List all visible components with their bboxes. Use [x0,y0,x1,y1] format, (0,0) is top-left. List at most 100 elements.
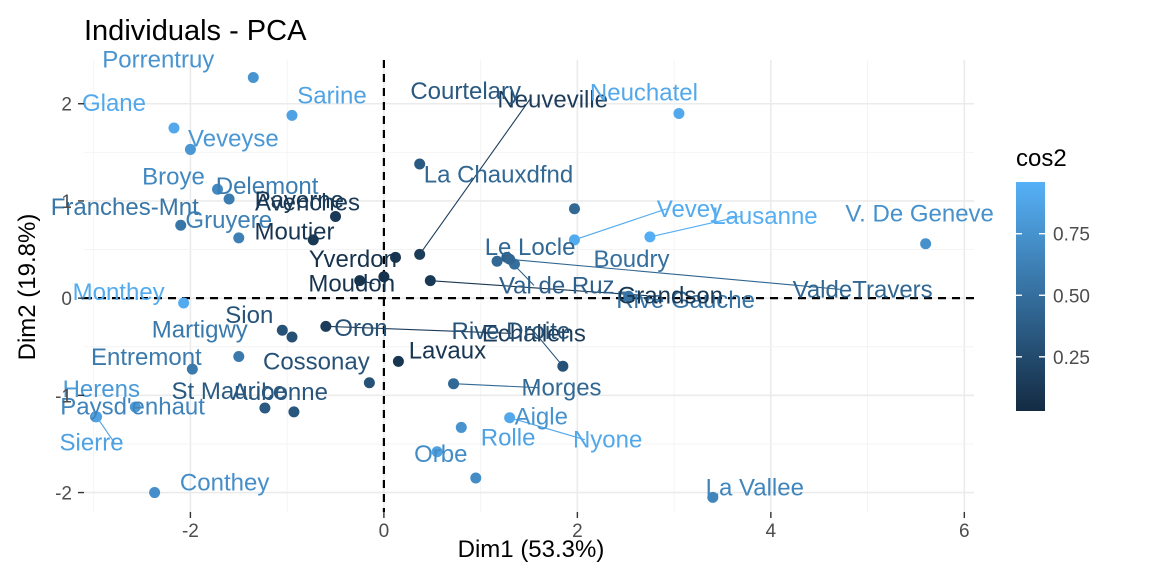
reference-lines [84,60,974,512]
point-label: Payerne [255,187,344,214]
point-label: Sierre [60,430,124,457]
x-axis-ticks: -2 0 2 4 6 [182,512,970,542]
point-label: Echallens [482,320,586,347]
point-label: Lausanne [712,203,817,230]
data-point [184,143,196,155]
point-label: Le Locle [485,234,576,261]
x-tick-label: 4 [766,521,777,542]
point-label: Yverdon [309,246,397,273]
point-label: Sarine [297,82,366,109]
point-label: Rive Droite [452,318,571,345]
data-point [707,491,719,503]
data-point [414,248,426,260]
point-label: Delemont [216,173,319,200]
point-label: Martigwy [152,316,248,343]
data-point [378,271,390,283]
data-point [149,487,161,499]
data-point [233,350,245,362]
y-tick-label: -1 [55,386,72,407]
leader-line [649,215,743,238]
legend-tick-label: 0.25 [1053,348,1090,369]
point-label: St Maurice [172,378,287,405]
point-label: Veveyse [188,125,279,152]
legend-title: cos2 [1016,145,1067,172]
point-label: Moutier [254,218,334,245]
x-tick-label: 0 [379,521,390,542]
point-label: Franches-Mnt [51,194,199,221]
legend-ticks: 0.25 0.50 0.75 [1016,225,1090,369]
data-point [223,193,235,205]
y-axis-ticks: -2 -1 0 1 2 [55,95,84,505]
point-label: Boudry [593,246,669,273]
data-point [175,219,187,231]
data-point [455,421,467,433]
data-points [90,71,932,503]
point-label: Moudon [308,271,395,298]
data-point [623,290,635,302]
data-point [504,253,516,265]
x-axis-title: Dim1 (53.3%) [458,536,605,563]
chart-title: Individuals - PCA [84,15,307,47]
leader-line [509,258,840,290]
leader-line [325,325,512,334]
color-legend: cos2 0.25 0.50 0.75 [1016,145,1090,411]
point-label: ValdeTravers [793,276,933,303]
point-label: Rive Gauche [616,287,755,314]
point-label: Broye [142,163,205,190]
leader-line [430,280,648,297]
data-point [276,324,288,336]
data-point [354,275,366,287]
data-point [330,210,342,222]
data-point [233,232,245,244]
leader-line [509,417,586,441]
point-label: Sion [225,302,273,329]
grid [84,60,974,512]
point-label: Courtelary [410,78,521,105]
point-label: Conthey [180,470,269,497]
data-point [212,183,223,195]
point-label: Entremont [91,344,202,371]
y-axis-title: Dim2 (19.8%) [14,214,41,361]
leader-line [533,330,564,367]
point-label: Neuveville [497,86,608,113]
data-point [91,411,103,423]
leader-line [628,295,663,301]
data-point [414,158,426,170]
data-point [363,377,375,389]
point-label: La Chauxdfnd [424,162,573,189]
data-point [491,255,503,267]
point-label: Gruyere [185,207,272,234]
data-point [644,231,656,243]
data-point [320,320,332,332]
data-point [307,234,319,246]
data-point [286,109,298,121]
point-labels: Porrentruy Sarine Glane Veveyse Broye Delemon… [51,46,994,501]
data-point [431,446,443,458]
point-label: Aigle [515,403,568,430]
point-label: Nyone [573,427,642,454]
data-point [557,360,569,372]
point-label: Herens [63,376,140,403]
point-label: Neuchatel [590,79,698,106]
data-point [673,107,685,119]
point-label: Porrentruy [102,46,214,73]
data-point [504,412,516,424]
leader-line [574,208,667,241]
y-tick-label: 0 [61,289,72,310]
point-label: Val de Ruz [499,272,615,299]
data-point [247,71,259,83]
data-point [168,122,180,134]
point-label: Paysd'enhaut [60,394,205,421]
x-tick-label: 2 [572,521,583,542]
legend-tick-label: 0.75 [1053,225,1090,246]
leader-line [419,99,531,255]
point-label: Rolle [481,425,536,452]
data-point [568,234,580,246]
point-label: V. De Geneve [845,201,994,228]
point-label: Morges [522,375,602,402]
y-tick-label: -2 [55,484,72,505]
y-tick-label: 2 [61,95,72,116]
data-point [186,363,198,375]
data-point [424,275,436,287]
